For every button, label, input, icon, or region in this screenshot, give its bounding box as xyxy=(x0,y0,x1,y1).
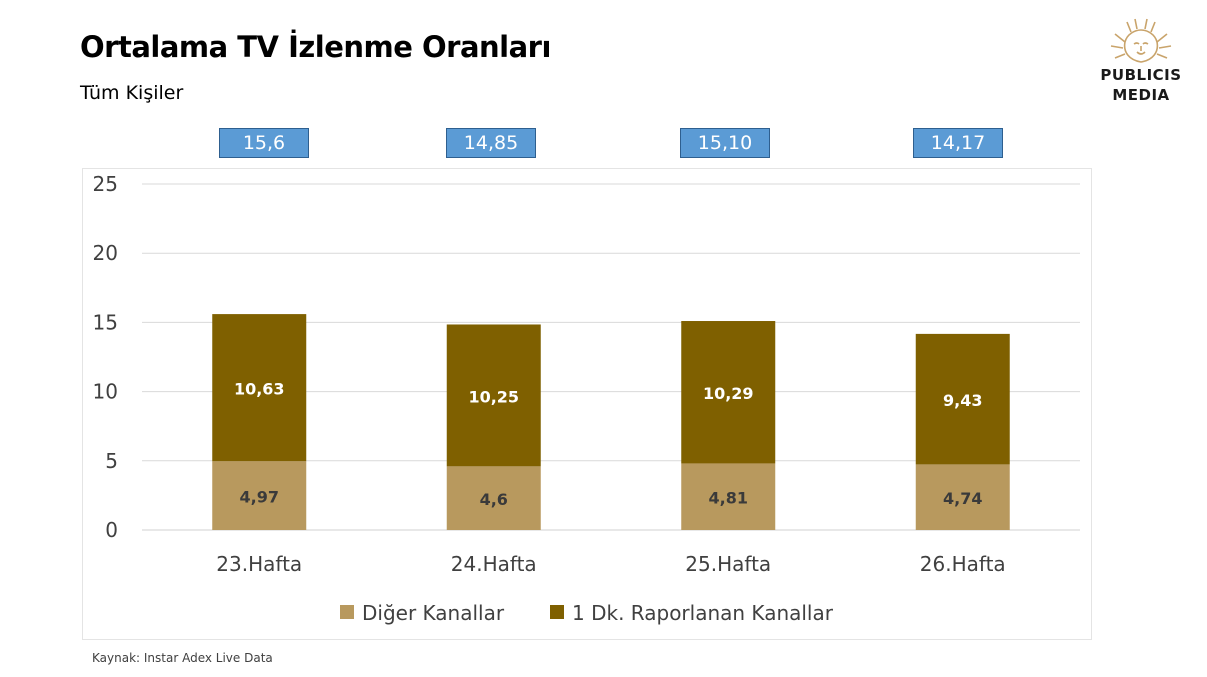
total-box-26: 14,17 xyxy=(913,128,1003,158)
total-box-24: 14,85 xyxy=(446,128,536,158)
data-label: 4,97 xyxy=(240,488,279,507)
bar-segment xyxy=(915,333,1010,465)
lion-head-icon xyxy=(1110,18,1172,63)
data-label: 4,81 xyxy=(709,489,748,508)
x-tick-label: 25.Hafta xyxy=(685,552,771,576)
publicis-media-logo: PUBLICIS MEDIA xyxy=(1085,18,1197,108)
page-title: Ortalama TV İzlenme Oranları xyxy=(80,30,551,64)
legend-label: 1 Dk. Raporlanan Kanallar xyxy=(572,601,834,625)
data-label: 10,63 xyxy=(234,380,285,399)
bar-segment xyxy=(681,463,776,530)
bar-segment xyxy=(212,461,307,530)
y-tick-label: 20 xyxy=(93,241,118,265)
logo-text-line1: PUBLICIS xyxy=(1100,66,1182,84)
x-tick-label: 24.Hafta xyxy=(451,552,537,576)
data-label: 10,29 xyxy=(703,384,754,403)
x-tick-label: 26.Hafta xyxy=(920,552,1006,576)
data-label: 9,43 xyxy=(943,391,982,410)
logo-text-line2: MEDIA xyxy=(1112,86,1170,104)
bar-segment xyxy=(212,314,307,462)
bar-segment xyxy=(446,324,541,467)
bar-segment xyxy=(915,464,1010,530)
bar-segment xyxy=(446,466,541,530)
data-label: 4,74 xyxy=(943,489,982,508)
legend-label: Diğer Kanallar xyxy=(362,601,505,625)
y-tick-label: 5 xyxy=(105,449,118,473)
data-label: 4,6 xyxy=(480,490,508,509)
chart-frame xyxy=(82,168,1092,640)
y-tick-label: 0 xyxy=(105,518,118,542)
y-tick-label: 15 xyxy=(93,310,118,334)
y-tick-label: 10 xyxy=(93,380,118,404)
bar-segment xyxy=(681,321,776,464)
legend-swatch xyxy=(340,605,354,619)
legend-swatch xyxy=(550,605,564,619)
data-label: 10,25 xyxy=(468,387,519,406)
page-subtitle: Tüm Kişiler xyxy=(80,82,184,104)
source-note: Kaynak: Instar Adex Live Data xyxy=(92,651,273,665)
total-box-25: 15,10 xyxy=(680,128,770,158)
x-tick-label: 23.Hafta xyxy=(216,552,302,576)
y-tick-label: 25 xyxy=(93,172,118,196)
total-box-23: 15,6 xyxy=(219,128,309,158)
